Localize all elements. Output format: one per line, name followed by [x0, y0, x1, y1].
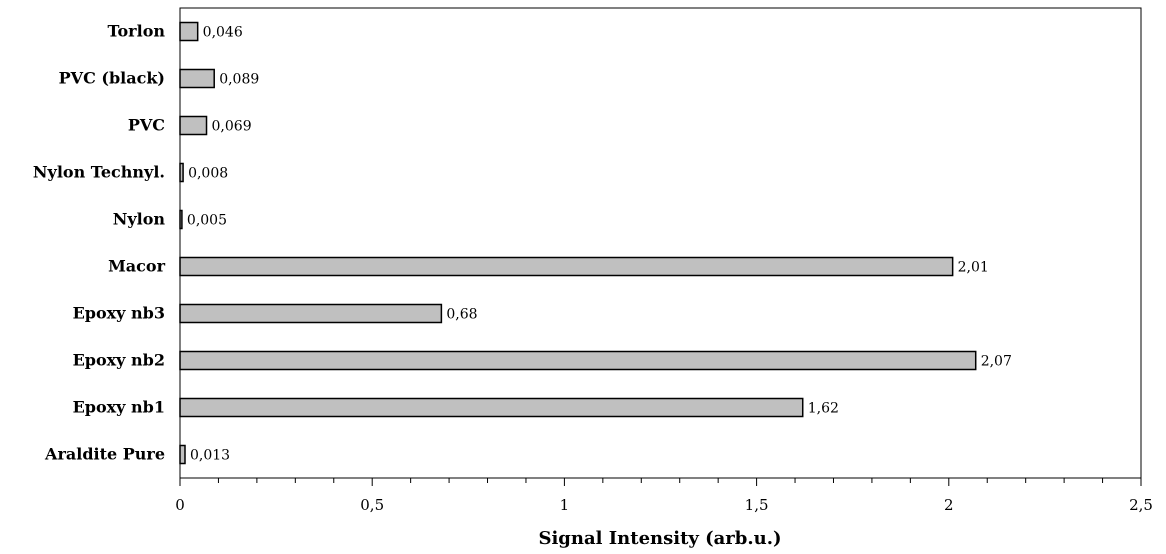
category-label: Nylon: [113, 210, 166, 229]
bar: [179, 350, 977, 371]
data-label: 2,07: [981, 354, 1012, 370]
x-tick-label: 2,5: [1129, 496, 1153, 514]
value-labels: 0,046 0,089 0,069 0,008 0,005 2,01 0,68 2,07 1,6…: [187, 25, 1012, 464]
data-label: 1,62: [808, 401, 839, 417]
category-label: Epoxy nb3: [73, 304, 165, 323]
category-labels: Torlon PVC (black) PVC Nylon Technyl. Nylon M…: [33, 22, 166, 464]
data-label: 2,01: [958, 260, 989, 276]
x-axis-title: Signal Intensity (arb.u.): [538, 528, 781, 549]
x-tick-label: 0: [175, 496, 185, 514]
bar: [179, 256, 954, 277]
data-label: 0,013: [190, 448, 230, 464]
category-label: PVC (black): [59, 69, 165, 88]
x-axis-ticks: 0 0,5 1 1,5 2 2,5: [175, 478, 1153, 514]
bar: [179, 115, 208, 136]
data-label: 0,046: [203, 25, 243, 41]
data-label: 0,069: [212, 119, 252, 135]
data-label: 0,68: [446, 307, 477, 323]
x-tick-label: 1,5: [745, 496, 769, 514]
bar: [179, 68, 215, 89]
data-label: 0,089: [219, 72, 259, 88]
x-tick-label: 1: [560, 496, 570, 514]
category-label: Nylon Technyl.: [33, 163, 165, 182]
category-label: Araldite Pure: [44, 445, 165, 464]
data-label: 0,008: [188, 166, 228, 182]
bar: [179, 444, 186, 465]
category-label: Epoxy nb2: [73, 351, 165, 370]
data-label: 0,005: [187, 213, 227, 229]
bar: [179, 162, 184, 183]
category-label: Epoxy nb1: [73, 398, 165, 417]
category-label: Macor: [108, 257, 165, 276]
x-tick-label: 0,5: [360, 496, 384, 514]
bar: [179, 209, 183, 230]
bar: [179, 303, 443, 324]
bars-group: [179, 21, 977, 465]
category-label: Torlon: [107, 22, 165, 41]
bar: [179, 21, 199, 42]
x-tick-label: 2: [944, 496, 954, 514]
category-label: PVC: [128, 116, 165, 135]
bar: [179, 397, 804, 418]
